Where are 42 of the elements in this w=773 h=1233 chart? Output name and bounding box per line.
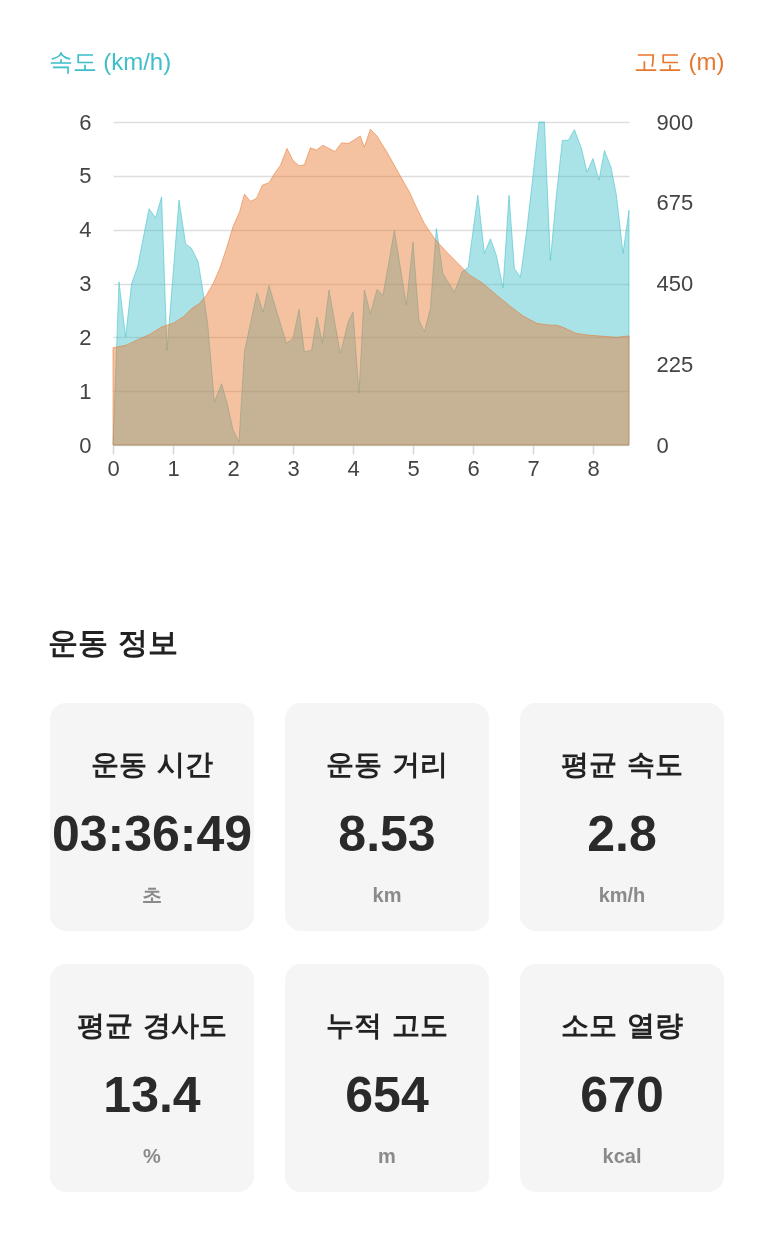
y-tick-label: 4 (79, 217, 92, 243)
text: 초 (142, 884, 162, 906)
text: 8.53 (338, 806, 436, 862)
x-tick-label: 4 (347, 455, 360, 481)
y-tick-label: 0 (79, 432, 92, 458)
text: km (372, 884, 402, 906)
category-label: 평균 경사도 (77, 1009, 227, 1042)
y-tick-label: 1 (79, 378, 92, 404)
y-axis-title: 속도 (km/h) (48, 47, 172, 75)
text: 2.8 (587, 806, 657, 862)
y-tick-label: 5 (79, 163, 92, 189)
category-label: 누적 고도 (326, 1009, 448, 1042)
text: 670 (580, 1067, 664, 1123)
category-label: 운동 시간 (91, 748, 213, 781)
text: kcal (602, 1145, 642, 1167)
x-tick-label: 2 (227, 455, 240, 481)
text: 03:36:49 (51, 806, 253, 862)
y-tick-label: 3 (79, 271, 92, 296)
category-label: 소모 열량 (561, 1009, 683, 1042)
y2-tick-label: 675 (656, 190, 694, 216)
y2-axis-title: 고도 (m) (633, 47, 725, 75)
category-label: 평균 속도 (561, 748, 683, 781)
x-tick-label: 5 (407, 455, 420, 481)
category-label: 운동 거리 (326, 748, 448, 781)
text: % (143, 1145, 162, 1167)
y2-tick-label: 0 (656, 432, 669, 458)
y2-tick-label: 900 (656, 109, 694, 135)
x-tick-label: 1 (167, 455, 180, 481)
x-tick-label: 7 (527, 455, 540, 481)
x-tick-label: 3 (287, 455, 300, 481)
text: km/h (598, 884, 646, 906)
text: 13.4 (103, 1067, 201, 1123)
y2-tick-label: 225 (656, 351, 694, 377)
x-tick-label: 8 (587, 455, 600, 481)
text: m (378, 1145, 396, 1167)
text: 운동 정보 (48, 625, 179, 660)
x-tick-label: 0 (107, 455, 120, 481)
y-tick-label: 6 (79, 109, 92, 135)
text: 654 (345, 1067, 429, 1123)
y-tick-label: 2 (79, 324, 92, 350)
x-tick-label: 6 (467, 455, 480, 481)
y2-tick-label: 450 (656, 271, 694, 296)
